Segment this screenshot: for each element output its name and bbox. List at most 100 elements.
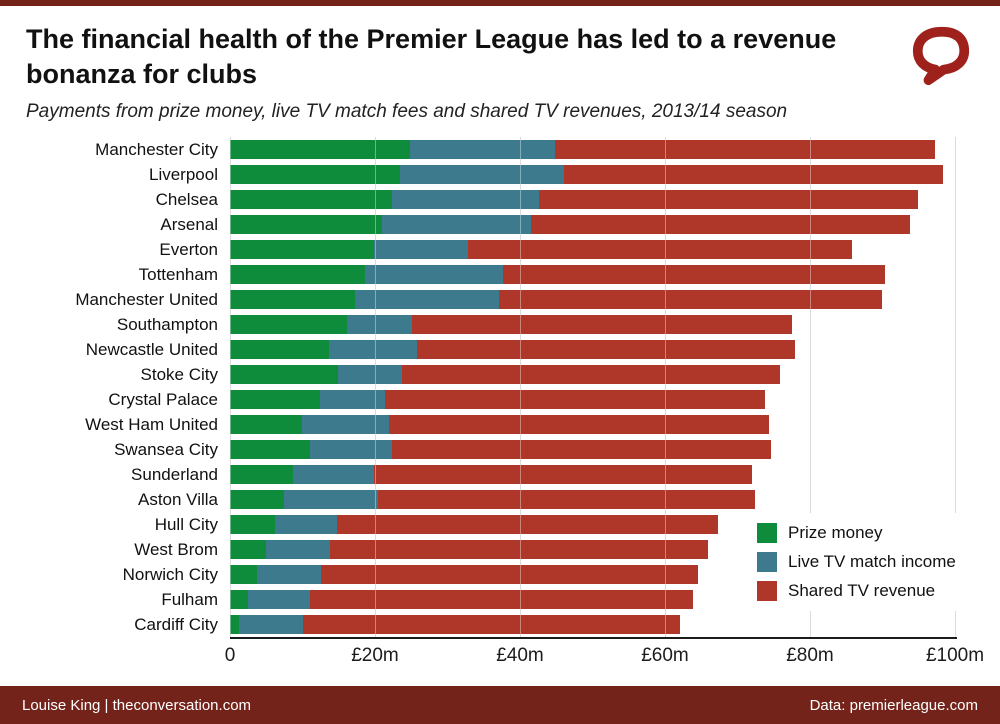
bar-row: Chelsea	[0, 187, 1000, 212]
bar-segment-live-tv-match-income	[364, 265, 503, 285]
chart-legend: Prize money Live TV match income Shared TV…	[753, 513, 964, 612]
chart-header: The financial health of the Premier Leag…	[0, 6, 1000, 123]
stacked-bar	[230, 390, 955, 410]
chart-title: The financial health of the Premier Leag…	[26, 24, 837, 89]
footer-credit-bar: Louise King | theconversation.com Data: …	[0, 686, 1000, 724]
bar-segment-prize-money	[230, 415, 302, 435]
bar-row: Cardiff City	[0, 612, 1000, 637]
the-conversation-logo-icon	[908, 24, 974, 86]
stacked-bar	[230, 490, 955, 510]
legend-item-shared-tv-revenue: Shared TV revenue	[757, 578, 956, 604]
stacked-bar	[230, 415, 955, 435]
bar-row: Swansea City	[0, 437, 1000, 462]
bar-segment-shared-tv-revenue	[374, 465, 752, 485]
bar-segment-prize-money	[230, 440, 311, 460]
stacked-bar	[230, 340, 955, 360]
bar-row: Aston Villa	[0, 487, 1000, 512]
bar-segment-prize-money	[230, 190, 392, 210]
bar-segment-shared-tv-revenue	[309, 590, 694, 610]
bar-segment-live-tv-match-income	[373, 240, 468, 260]
bar-row: Hull City	[0, 512, 1000, 537]
club-label: Newcastle United	[85, 340, 218, 360]
bar-segment-prize-money	[230, 365, 339, 385]
bar-segment-prize-money	[230, 390, 320, 410]
stacked-bar	[230, 465, 955, 485]
bar-segment-shared-tv-revenue	[401, 365, 781, 385]
author-credit: Louise King | theconversation.com	[22, 696, 252, 714]
legend-label: Prize money	[788, 523, 883, 543]
bar-segment-shared-tv-revenue	[530, 215, 911, 235]
legend-swatch-icon	[757, 581, 777, 602]
bar-segment-shared-tv-revenue	[502, 265, 885, 285]
bar-segment-live-tv-match-income	[274, 515, 338, 535]
bar-segment-prize-money	[230, 465, 294, 485]
bar-row: Manchester City	[0, 137, 1000, 162]
bar-segment-live-tv-match-income	[346, 315, 412, 335]
club-label: West Brom	[134, 540, 218, 560]
x-tick-label: £80m	[786, 645, 834, 667]
stacked-bar	[230, 165, 955, 185]
stacked-bar	[230, 615, 955, 635]
stacked-bar-chart: Manchester City Liverpool Chelsea Arsenal Ev…	[0, 137, 1000, 685]
bar-segment-prize-money	[230, 215, 383, 235]
title-block: The financial health of the Premier Leag…	[26, 22, 856, 123]
bar-segment-shared-tv-revenue	[391, 440, 771, 460]
club-label: Hull City	[154, 515, 218, 535]
bar-segment-prize-money	[230, 615, 239, 635]
club-label: Everton	[159, 240, 218, 260]
bar-segment-live-tv-match-income	[400, 165, 564, 185]
stacked-bar	[230, 140, 955, 160]
bar-segment-shared-tv-revenue	[411, 315, 792, 335]
bar-segment-shared-tv-revenue	[337, 515, 718, 535]
stacked-bar	[230, 515, 955, 535]
stacked-bar	[230, 365, 955, 385]
bar-segment-prize-money	[230, 165, 401, 185]
bar-segment-live-tv-match-income	[283, 490, 378, 510]
x-tick-label: 0	[224, 645, 236, 667]
data-source-credit: Data: premierleague.com	[809, 696, 978, 714]
bar-segment-live-tv-match-income	[256, 565, 322, 585]
bar-segment-prize-money	[230, 515, 275, 535]
bar-segment-prize-money	[230, 315, 347, 335]
club-label: Southampton	[116, 315, 218, 335]
bar-segment-shared-tv-revenue	[385, 390, 766, 410]
bar-segment-shared-tv-revenue	[538, 190, 919, 210]
bar-row: Liverpool	[0, 162, 1000, 187]
bar-segment-live-tv-match-income	[319, 390, 386, 410]
club-label: West Ham United	[85, 415, 218, 435]
stacked-bar	[230, 315, 955, 335]
legend-label: Live TV match income	[788, 552, 956, 572]
bar-segment-live-tv-match-income	[266, 540, 331, 560]
legend-item-prize-money: Prize money	[757, 520, 956, 546]
club-label: Cardiff City	[134, 615, 218, 635]
club-label: Chelsea	[155, 190, 218, 210]
bar-segment-prize-money	[230, 240, 374, 260]
club-label: Tottenham	[138, 265, 218, 285]
bar-segment-live-tv-match-income	[391, 190, 539, 210]
x-axis-line	[230, 637, 957, 640]
bar-row: Tottenham	[0, 262, 1000, 287]
club-label: Sunderland	[131, 465, 218, 485]
x-tick-label: £40m	[496, 645, 544, 667]
club-label: Fulham	[161, 590, 218, 610]
stacked-bar	[230, 215, 955, 235]
x-tick-label: £20m	[351, 645, 399, 667]
bar-segment-prize-money	[230, 290, 356, 310]
stacked-bar	[230, 190, 955, 210]
club-label: Crystal Palace	[108, 390, 218, 410]
legend-swatch-icon	[757, 523, 777, 544]
club-label: Manchester United	[75, 290, 218, 310]
bar-row: Everton	[0, 237, 1000, 262]
bar-row: Arsenal	[0, 212, 1000, 237]
bar-row: Newcastle United	[0, 337, 1000, 362]
stacked-bar	[230, 540, 955, 560]
bar-segment-shared-tv-revenue	[498, 290, 882, 310]
bar-row: Sunderland	[0, 462, 1000, 487]
bar-segment-shared-tv-revenue	[563, 165, 943, 185]
stacked-bar	[230, 565, 955, 585]
legend-label: Shared TV revenue	[788, 581, 936, 601]
top-brand-strip	[0, 0, 1000, 6]
bar-row: Manchester United	[0, 287, 1000, 312]
x-axis-tick-labels: 0 £20m £40m £60m £80m £100m	[225, 645, 984, 673]
